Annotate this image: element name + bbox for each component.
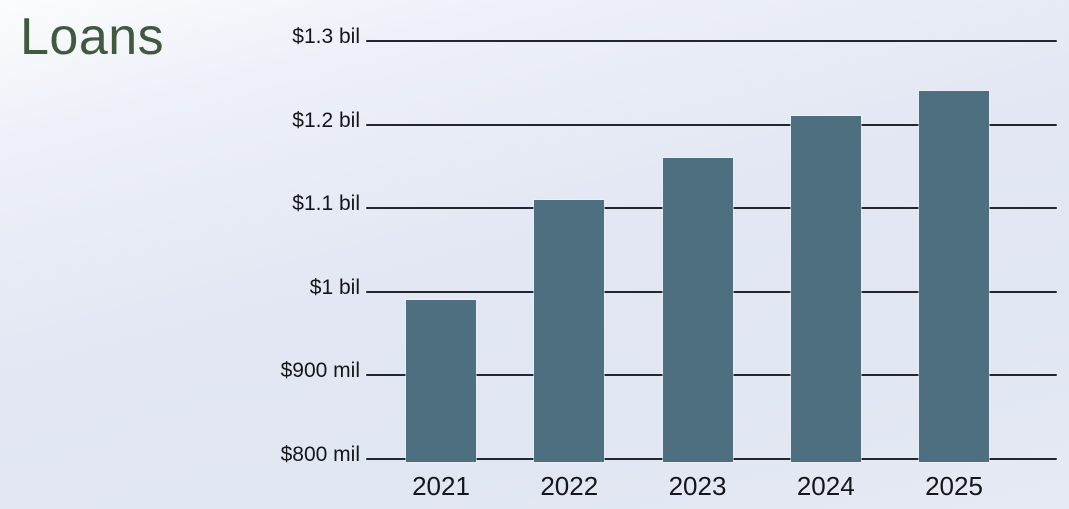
y-tick-label: $900 mil — [280, 359, 360, 383]
y-tick-label: $1.3 bil — [292, 25, 360, 48]
bar-2023 — [662, 158, 733, 462]
gridline-1300 — [366, 40, 1057, 42]
chart-title: Loans — [20, 8, 165, 66]
bar-2025 — [919, 91, 989, 462]
x-tick-label: 2022 — [540, 471, 599, 501]
gridline-1200 — [366, 123, 1057, 126]
x-tick-label: 2023 — [668, 471, 727, 501]
bar-2022 — [534, 199, 605, 462]
y-tick-label: $800 mil — [280, 443, 360, 466]
y-tick-label: $1 bil — [309, 275, 360, 299]
bar-2021 — [406, 300, 476, 462]
x-tick-label: 2025 — [925, 471, 983, 501]
y-tick-label: $1.1 bil — [292, 192, 360, 216]
x-tick-label: 2024 — [796, 471, 855, 501]
y-tick-label: $1.2 bil — [292, 108, 360, 132]
bar-2024 — [790, 116, 861, 462]
x-tick-label: 2021 — [412, 471, 470, 501]
